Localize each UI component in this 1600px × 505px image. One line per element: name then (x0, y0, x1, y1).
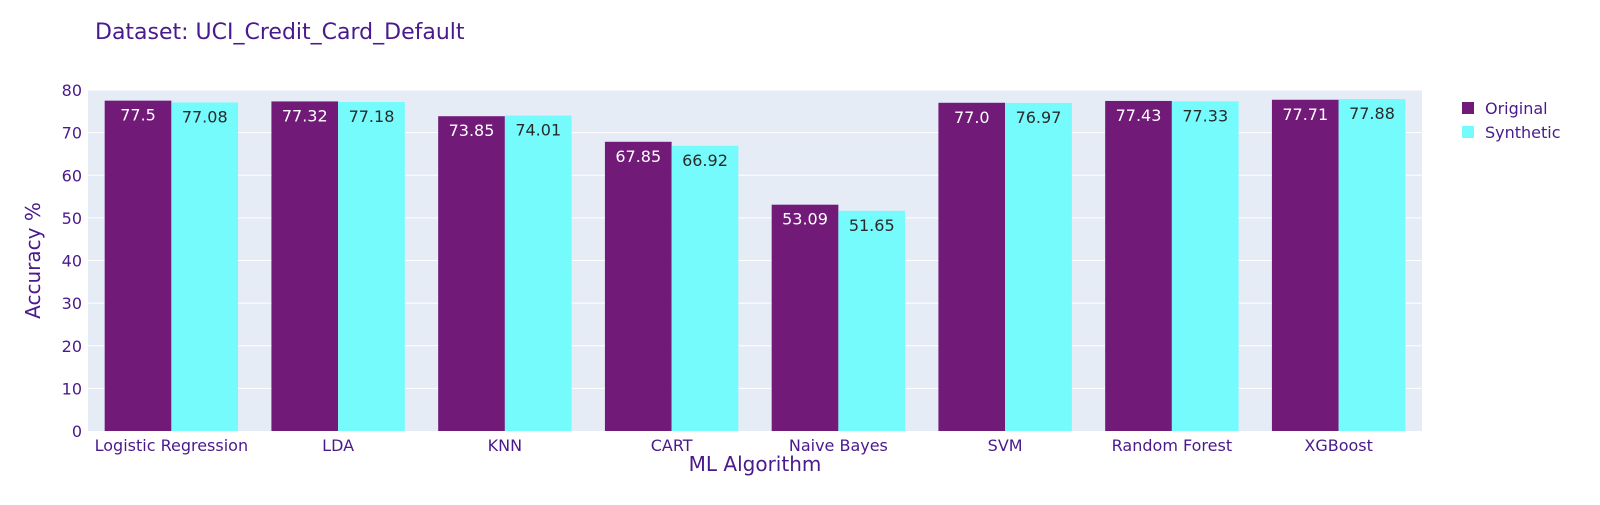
y-tick-label: 20 (62, 337, 82, 356)
x-tick-label: Random Forest (1112, 436, 1232, 455)
bar-value-label: 77.71 (1282, 105, 1328, 124)
y-tick-labels: 0 10 20 30 40 50 60 70 80 (62, 81, 82, 441)
legend-label: Synthetic (1485, 122, 1561, 142)
bar-value-label: 77.43 (1116, 106, 1162, 125)
x-tick-label: KNN (488, 436, 522, 455)
y-tick-label: 40 (62, 252, 82, 271)
bar-synthetic[interactable] (671, 145, 739, 432)
bar-value-label: 77.32 (282, 106, 328, 125)
x-tick-label: LDA (322, 436, 354, 455)
bar-synthetic[interactable] (338, 102, 405, 431)
bar-original[interactable] (271, 101, 339, 432)
y-tick-label: 0 (72, 422, 82, 441)
legend-item-synthetic[interactable]: Synthetic (1462, 120, 1561, 144)
x-tick-label: CART (651, 436, 693, 455)
bar-original[interactable] (1271, 99, 1339, 432)
bar-synthetic[interactable] (838, 210, 906, 431)
x-tick-label: Naive Bayes (789, 436, 888, 455)
legend-swatch (1462, 102, 1474, 114)
x-tick-label: XGBoost (1304, 436, 1373, 455)
bar-value-label: 77.18 (349, 107, 395, 126)
legend: Original Synthetic (1462, 96, 1561, 144)
x-tick-label: Logistic Regression (95, 436, 248, 455)
x-axis-label: ML Algorithm (689, 452, 822, 476)
bar-original[interactable] (938, 102, 1006, 431)
x-tick-labels: Logistic Regression LDA KNN CART Naive Bayes… (95, 436, 1373, 455)
y-tick-label: 10 (62, 379, 82, 398)
bars (104, 99, 1406, 432)
bar-synthetic[interactable] (1338, 99, 1406, 431)
bar-value-label: 74.01 (515, 121, 561, 140)
bar-labels: 77.5 77.08 77.32 77.18 73.85 74.01 67.85 66.92 5… (120, 104, 1395, 235)
bar-synthetic[interactable] (1005, 102, 1072, 431)
y-tick-label: 70 (62, 124, 82, 143)
bar-value-label: 77.08 (182, 107, 228, 126)
bar-synthetic[interactable] (1171, 101, 1239, 432)
bar-original[interactable] (771, 204, 839, 431)
bar-synthetic[interactable] (171, 102, 239, 431)
bar-original[interactable] (1105, 100, 1172, 432)
bar-value-label: 66.92 (682, 151, 728, 170)
bar-value-label: 77.5 (120, 106, 156, 125)
bar-value-label: 77.33 (1182, 106, 1228, 125)
x-tick-label: SVM (988, 436, 1023, 455)
y-tick-label: 50 (62, 209, 82, 228)
y-tick-label: 30 (62, 294, 82, 313)
bar-value-label: 77.0 (954, 108, 990, 127)
legend-label: Original (1485, 98, 1548, 118)
bar-original[interactable] (438, 116, 505, 431)
y-tick-label: 60 (62, 166, 82, 185)
bar-value-label: 73.85 (449, 121, 495, 140)
legend-item-original[interactable]: Original (1462, 96, 1561, 120)
bar-value-label: 67.85 (615, 147, 661, 166)
bar-value-label: 53.09 (782, 210, 828, 229)
bar-original[interactable] (104, 100, 172, 431)
chart-title: Dataset: UCI_Credit_Card_Default (95, 20, 465, 45)
y-axis-label: Accuracy % (21, 202, 45, 319)
legend-swatch (1462, 126, 1474, 138)
bar-synthetic[interactable] (504, 115, 572, 431)
bar-value-label: 77.88 (1349, 104, 1395, 123)
bar-value-label: 76.97 (1016, 108, 1062, 127)
y-tick-label: 80 (62, 81, 82, 100)
bar-original[interactable] (604, 141, 672, 431)
bar-value-label: 51.65 (849, 216, 895, 235)
